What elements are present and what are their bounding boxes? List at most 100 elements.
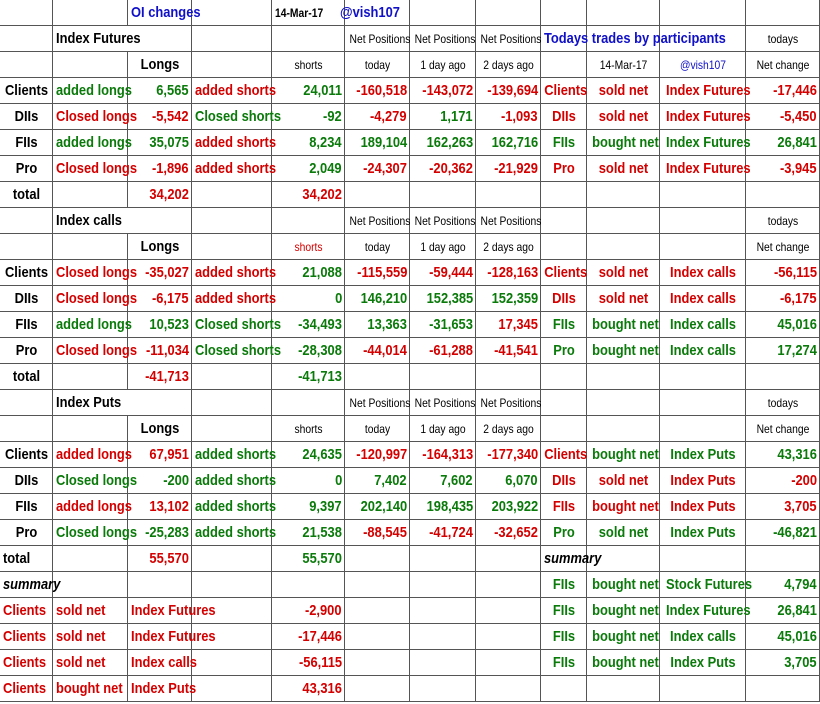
cell-text: Clients <box>4 446 49 463</box>
cell <box>541 338 587 364</box>
cell-text: Index calls <box>131 654 197 671</box>
cell-text: Closed shorts <box>195 316 282 333</box>
cell <box>476 208 541 234</box>
cell <box>410 338 476 364</box>
cell <box>0 78 53 104</box>
cell <box>345 494 410 520</box>
cell-text: Clients <box>544 446 588 463</box>
cell <box>272 286 345 312</box>
cell <box>587 338 660 364</box>
cell <box>660 546 746 572</box>
cell-text: @vish107 <box>340 4 400 21</box>
cell <box>541 546 587 572</box>
cell <box>660 390 746 416</box>
cell-text: Index Futures <box>666 602 751 619</box>
cell-text: Index Puts <box>670 498 736 515</box>
cell-value: -35,027 <box>145 264 189 281</box>
cell <box>660 442 746 468</box>
cell-text: Clients <box>3 602 47 619</box>
cell <box>476 520 541 546</box>
cell <box>410 286 476 312</box>
cell-text: Net Positions <box>480 396 542 410</box>
cell <box>541 52 587 78</box>
cell-text: sold net <box>56 602 106 619</box>
cell <box>345 130 410 156</box>
cell <box>128 312 192 338</box>
cell-text: today <box>364 58 391 72</box>
cell-text: Index Puts <box>670 446 736 463</box>
cell <box>410 520 476 546</box>
cell-text: Longs <box>140 238 180 255</box>
cell-text: DIIs <box>552 472 576 489</box>
cell <box>345 572 410 598</box>
cell <box>541 286 587 312</box>
cell-value: 10,523 <box>149 316 189 333</box>
cell <box>410 468 476 494</box>
cell-text: added shorts <box>195 264 277 281</box>
cell <box>272 676 345 702</box>
cell-text: sold net <box>598 108 649 125</box>
cell <box>272 650 345 676</box>
cell-text: Pro <box>553 160 575 177</box>
cell <box>541 624 587 650</box>
cell <box>410 52 476 78</box>
cell <box>746 364 820 390</box>
cell-text: bought net <box>592 602 659 619</box>
cell-text: Todays trades by participants <box>544 30 726 47</box>
cell-text: FIIs <box>552 628 576 645</box>
cell-text: total <box>12 368 41 385</box>
cell-value: -34,493 <box>298 316 342 333</box>
cell <box>476 78 541 104</box>
cell-value: -160,518 <box>356 82 407 99</box>
cell <box>53 442 128 468</box>
cell <box>587 0 660 26</box>
cell <box>541 572 587 598</box>
cell <box>476 338 541 364</box>
cell <box>541 78 587 104</box>
cell-value: -28,308 <box>298 342 342 359</box>
cell <box>660 0 746 26</box>
cell-text: Index Puts <box>56 394 122 411</box>
cell-value: 203,922 <box>491 498 538 515</box>
cell <box>587 260 660 286</box>
cell <box>272 520 345 546</box>
cell-text: added longs <box>56 498 132 515</box>
cell-text: 1 day ago <box>420 422 466 436</box>
cell <box>0 390 53 416</box>
cell-value: -6,175 <box>152 290 189 307</box>
cell-value: -41,713 <box>298 368 342 385</box>
cell <box>192 0 272 26</box>
cell <box>128 442 192 468</box>
cell <box>587 208 660 234</box>
cell <box>192 104 272 130</box>
cell <box>128 338 192 364</box>
cell <box>660 208 746 234</box>
cell <box>192 364 272 390</box>
cell <box>128 494 192 520</box>
cell-text: 2 days ago <box>483 58 534 72</box>
cell-value: -59,444 <box>429 264 473 281</box>
cell-value: 198,435 <box>426 498 473 515</box>
cell <box>192 624 272 650</box>
cell-text: Index Futures <box>131 628 216 645</box>
cell <box>476 156 541 182</box>
cell-value: -1,896 <box>152 160 189 177</box>
cell <box>0 130 53 156</box>
cell-text: 14-Mar-17 <box>275 6 324 20</box>
cell <box>53 546 128 572</box>
cell-value: 6,070 <box>505 472 538 489</box>
cell-text: Pro <box>15 342 38 359</box>
cell <box>272 312 345 338</box>
cell <box>410 676 476 702</box>
cell-value: 45,016 <box>777 316 817 333</box>
cell <box>128 676 192 702</box>
cell <box>541 650 587 676</box>
cell-value: 8,234 <box>309 134 342 151</box>
cell <box>0 234 53 260</box>
cell <box>345 260 410 286</box>
cell-text: Net Positions <box>414 214 476 228</box>
cell <box>128 234 192 260</box>
cell <box>345 442 410 468</box>
cell <box>128 78 192 104</box>
cell <box>272 494 345 520</box>
